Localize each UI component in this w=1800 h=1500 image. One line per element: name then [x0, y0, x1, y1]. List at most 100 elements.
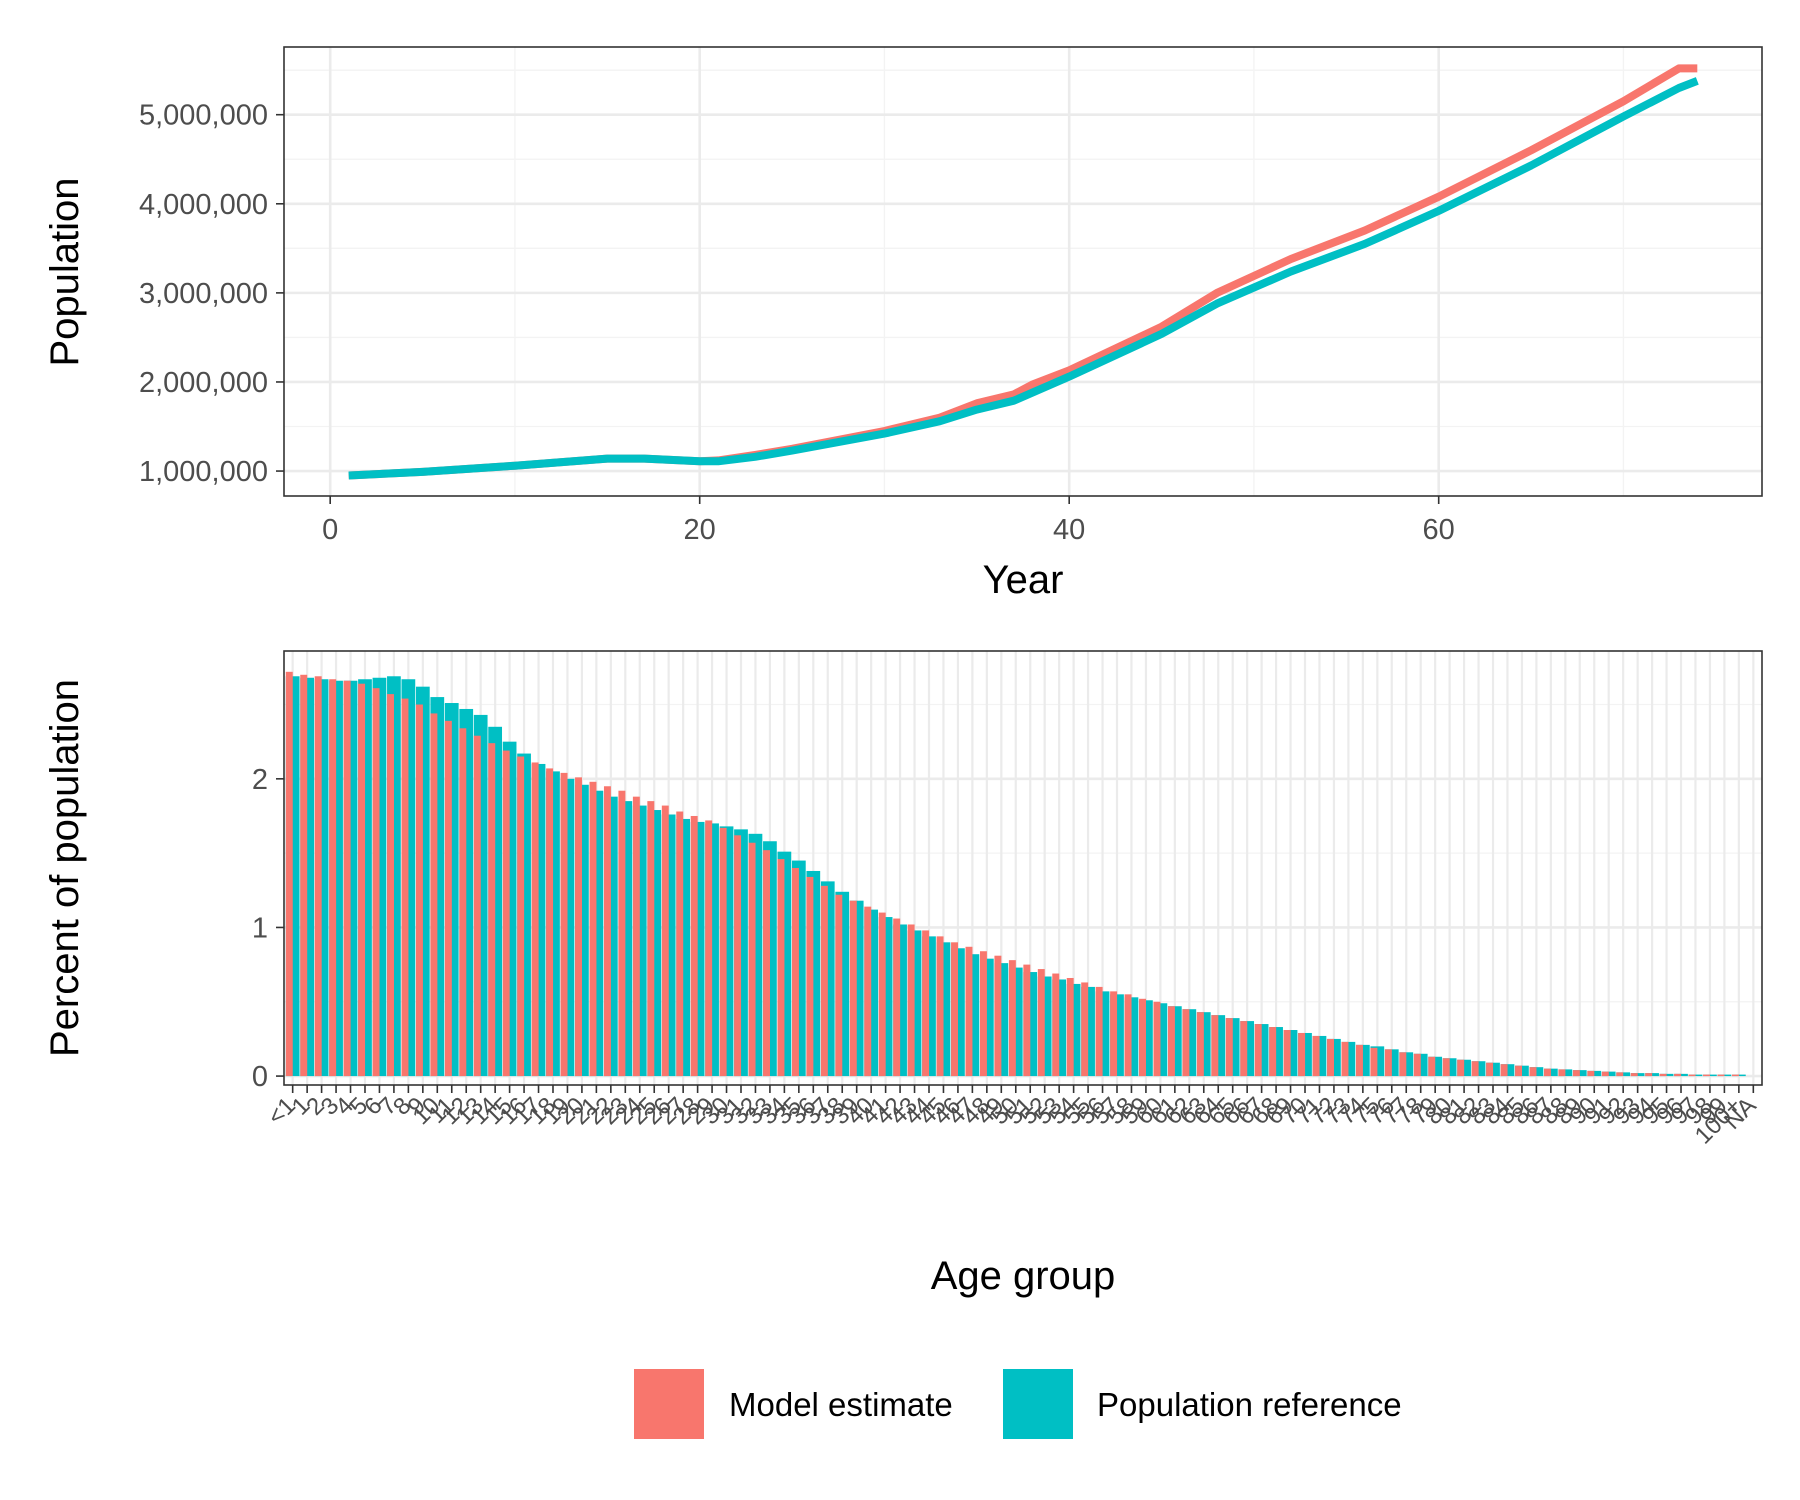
model-estimate-bar	[430, 713, 438, 1077]
bottom-x-axis-title: Age group	[931, 1254, 1116, 1298]
model-estimate-bar	[791, 868, 799, 1077]
model-estimate-bar	[531, 762, 539, 1077]
model-estimate-bar	[734, 835, 742, 1077]
model-estimate-bar	[763, 850, 770, 1077]
model-estimate-bar	[1645, 1073, 1653, 1077]
model-estimate-bar	[1616, 1072, 1624, 1077]
model-estimate-bar	[1515, 1065, 1523, 1077]
model-estimate-bar	[1240, 1021, 1248, 1077]
model-estimate-bar	[1529, 1067, 1537, 1077]
model-estimate-bar	[314, 676, 322, 1077]
model-estimate-bar	[1384, 1049, 1392, 1077]
model-estimate-bar	[1110, 991, 1118, 1077]
bottom-x-axis: <112345678910111213141516171819202122232…	[262, 1085, 1762, 1149]
model-estimate-bar	[1486, 1062, 1494, 1077]
model-estimate-bar	[979, 951, 987, 1077]
model-estimate-bar	[1023, 964, 1031, 1077]
model-estimate-bar	[705, 820, 713, 1077]
model-estimate-bar	[1341, 1041, 1349, 1077]
model-estimate-bar	[502, 750, 510, 1077]
model-estimate-bar	[676, 811, 684, 1077]
top-y-axis: 1,000,000 2,000,000 3,000,000 4,000,000 5,00…	[139, 100, 284, 488]
model-estimate-bar	[1572, 1070, 1580, 1077]
bottom-y-tick-label: 0	[252, 1061, 268, 1093]
model-estimate-bar	[1355, 1044, 1363, 1077]
top-y-axis-title: Population	[43, 177, 87, 366]
bottom-panel-border	[283, 650, 1763, 1086]
model-estimate-bar	[300, 674, 308, 1077]
bottom-y-tick-label: 2	[252, 764, 268, 796]
model-estimate-bar	[1037, 969, 1045, 1077]
model-estimate-bar	[719, 827, 727, 1077]
model-estimate-bar	[1167, 1006, 1175, 1077]
model-estimate-bar	[777, 859, 785, 1077]
model-estimate-bar	[546, 768, 554, 1077]
model-estimate-bar	[1370, 1047, 1378, 1077]
model-estimate-bar	[387, 694, 394, 1077]
top-x-tick-label: 20	[684, 514, 716, 546]
model-estimate-bar	[401, 698, 409, 1077]
model-estimate-bar	[1327, 1038, 1335, 1077]
model-estimate-bar	[878, 912, 886, 1077]
age-distribution-bar-chart: <112345678910111213141516171819202122232…	[43, 650, 1763, 1298]
top-y-tick-label: 3,000,000	[139, 278, 268, 310]
model-estimate-bar	[1298, 1032, 1306, 1077]
model-estimate-bar	[285, 671, 293, 1077]
model-estimate-bar	[589, 781, 597, 1077]
model-estimate-bar	[1008, 960, 1016, 1077]
model-estimate-bar	[690, 815, 698, 1077]
bottom-bars	[285, 671, 1761, 1077]
legend-key-population-reference	[1003, 1369, 1073, 1439]
model-estimate-bar	[1428, 1056, 1436, 1077]
model-estimate-bar	[1124, 994, 1132, 1077]
model-estimate-bar	[517, 756, 525, 1077]
model-estimate-bar	[864, 906, 872, 1077]
top-y-tick-label: 1,000,000	[139, 456, 268, 488]
model-estimate-bar	[1442, 1058, 1450, 1077]
model-estimate-bar	[488, 743, 496, 1077]
model-estimate-bar	[415, 704, 423, 1077]
model-estimate-bar	[1543, 1068, 1551, 1077]
model-estimate-bar	[661, 805, 669, 1077]
model-estimate-bar	[603, 786, 611, 1077]
top-series-lines	[348, 64, 1699, 480]
model-estimate-bar	[1312, 1035, 1320, 1077]
model-estimate-bar	[329, 679, 337, 1077]
top-y-tick-label: 5,000,000	[139, 100, 268, 132]
model-estimate-bar	[907, 924, 915, 1077]
population-reference-line	[348, 77, 1699, 480]
model-estimate-bar	[618, 790, 626, 1077]
model-estimate-bar	[1153, 1001, 1161, 1077]
legend: Model estimate Population reference	[634, 1369, 1402, 1439]
model-estimate-bar	[1139, 998, 1146, 1077]
model-estimate-bar	[936, 936, 944, 1077]
model-estimate-bar	[1471, 1061, 1479, 1077]
model-estimate-bar	[1196, 1012, 1204, 1077]
model-estimate-bar	[748, 842, 756, 1077]
model-estimate-bar	[1066, 977, 1074, 1077]
top-y-tick-label: 4,000,000	[139, 189, 268, 221]
model-estimate-bar	[820, 885, 828, 1077]
model-estimate-bar	[893, 918, 901, 1077]
model-estimate-bar	[343, 680, 351, 1077]
model-estimate-bar	[1558, 1069, 1566, 1077]
legend-label-population-reference: Population reference	[1097, 1386, 1402, 1423]
legend-key-model-estimate	[634, 1369, 704, 1439]
model-estimate-bar	[1731, 1074, 1739, 1077]
model-estimate-bar	[1211, 1015, 1219, 1077]
bottom-y-tick-label: 1	[252, 912, 268, 944]
model-estimate-bar	[1688, 1074, 1696, 1077]
model-estimate-bar	[951, 942, 958, 1077]
model-estimate-bar	[1283, 1030, 1291, 1077]
model-estimate-bar	[1052, 973, 1060, 1077]
model-estimate-bar	[1081, 982, 1089, 1077]
model-estimate-bar	[575, 777, 582, 1077]
model-estimate-bar	[1659, 1073, 1667, 1077]
top-x-tick-label: 60	[1423, 514, 1455, 546]
top-x-axis-title: Year	[983, 558, 1064, 602]
model-estimate-bar	[459, 728, 467, 1077]
model-estimate-bar	[1095, 986, 1103, 1077]
model-estimate-bar	[372, 688, 380, 1077]
top-panel-border	[283, 46, 1763, 497]
